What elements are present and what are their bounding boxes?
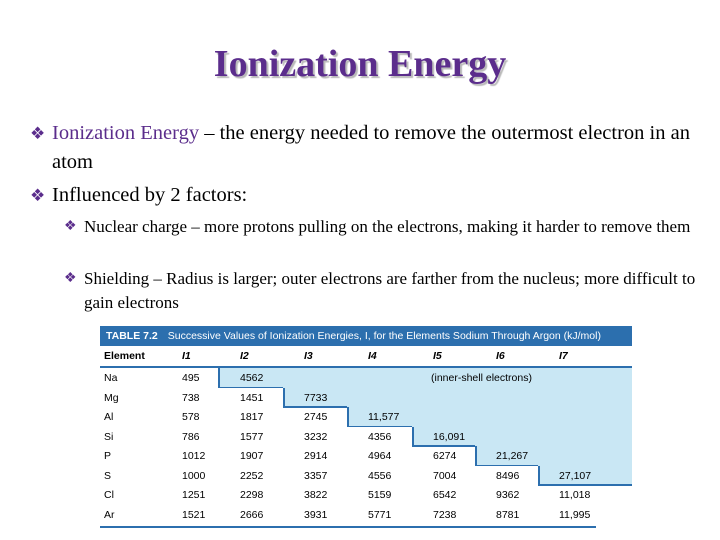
table-cell: 2914	[304, 450, 328, 462]
table-cell: 786	[182, 430, 200, 443]
element-symbol: P	[104, 450, 112, 462]
table-cell: 16,091	[433, 430, 466, 443]
table-cell: 738	[182, 391, 200, 404]
stair-line	[347, 407, 349, 427]
shade-region	[538, 465, 632, 485]
table-cell: 1012	[182, 450, 206, 462]
table-cell: 4964	[368, 450, 392, 462]
table-cell: 8781	[496, 508, 520, 521]
column-header-i5: I5	[433, 350, 442, 362]
stair-line	[538, 484, 632, 486]
stair-line	[475, 464, 538, 466]
table-cell: 3931	[304, 508, 328, 521]
table-cell: 1451	[240, 391, 264, 404]
bullet-definition: ❖ Ionization Energy – the energy needed …	[30, 119, 690, 177]
table-cell: 1907	[240, 450, 264, 462]
table-cell: 4562	[240, 372, 264, 384]
subbullet-nuclear-charge: ❖ Nuclear charge – more protons pulling …	[64, 215, 704, 239]
slide-title: Ionization Energy	[213, 43, 507, 85]
column-header-i3: I3	[304, 350, 313, 362]
bullet-factors: ❖ Influenced by 2 factors:	[30, 181, 690, 210]
shade-region	[475, 446, 632, 466]
subbullet-text: Shielding – Radius is larger; outer elec…	[84, 269, 696, 312]
table-cell: 7733	[304, 391, 328, 404]
stair-line	[412, 445, 475, 447]
bottom-rule	[100, 526, 596, 528]
stair-line	[283, 406, 347, 408]
shade-region	[218, 368, 632, 388]
table-caption-text: Successive Values of Ionization Energies…	[167, 330, 601, 342]
column-header-i4: I4	[368, 350, 377, 362]
bullet-text: Influenced by 2 factors:	[52, 184, 248, 206]
bullet-highlight: Ionization Energy	[52, 122, 200, 144]
table-cell: 1577	[240, 430, 264, 443]
element-symbol: Na	[104, 372, 118, 384]
element-symbol: Al	[104, 411, 114, 423]
table-cell: 2745	[304, 411, 328, 423]
stair-line	[218, 368, 220, 388]
table-cell: 4556	[368, 469, 392, 482]
diamond-bullet-icon: ❖	[64, 219, 77, 234]
element-symbol: Ar	[104, 508, 115, 521]
table-cell: 5771	[368, 508, 392, 521]
table-cell: 1251	[182, 489, 206, 501]
diamond-bullet-icon: ❖	[64, 271, 77, 286]
ionization-energy-table: TABLE 7.2 Successive Values of Ionization…	[100, 326, 632, 528]
table-number: TABLE 7.2	[106, 330, 158, 342]
column-header-i1: I1	[182, 350, 191, 362]
stair-line	[538, 465, 540, 485]
table-cell: 7004	[433, 469, 457, 482]
table-cell: 495	[182, 372, 200, 384]
shade-region	[347, 407, 632, 427]
table-cell: 578	[182, 411, 200, 423]
table-cell: 9362	[496, 489, 520, 501]
diamond-bullet-icon: ❖	[30, 186, 46, 205]
stair-line	[218, 386, 283, 388]
table-cell: 1817	[240, 411, 264, 423]
element-symbol: Mg	[104, 391, 119, 404]
bullet-rest: – the energy needed to remove the outerm…	[52, 122, 690, 173]
stair-line	[412, 426, 414, 446]
table-cell: 3232	[304, 430, 328, 443]
element-symbol: Cl	[104, 489, 114, 501]
element-symbol: Si	[104, 430, 114, 443]
table-cell: 11,577	[368, 411, 400, 423]
table-cell: 2298	[240, 489, 264, 501]
stair-line	[475, 446, 477, 466]
table-cell: 8496	[496, 469, 520, 482]
shaded-region-label: (inner-shell electrons)	[431, 372, 532, 384]
table-cell: 6542	[433, 489, 457, 501]
stair-line	[347, 425, 412, 427]
table-cell: 4356	[368, 430, 392, 443]
table-cell: 6274	[433, 450, 457, 462]
table-cell: 27,107	[559, 469, 592, 482]
subbullet-shielding: ❖ Shielding – Radius is larger; outer el…	[64, 267, 704, 315]
shade-region	[283, 387, 632, 407]
table-cell: 2252	[240, 469, 264, 482]
column-header-i6: I6	[496, 350, 505, 362]
table-cell: 7238	[433, 508, 457, 521]
table-cell: 21,267	[496, 450, 529, 462]
shade-region	[412, 426, 632, 446]
subbullet-text: Nuclear charge – more protons pulling on…	[84, 217, 691, 236]
table-cell: 1521	[182, 508, 206, 521]
column-header-i2: I2	[240, 350, 249, 362]
header-rule	[100, 366, 632, 368]
table-cell: 3357	[304, 469, 328, 482]
table-cell: 11,995	[559, 508, 591, 521]
diamond-bullet-icon: ❖	[30, 124, 46, 143]
stair-line	[283, 387, 285, 407]
bullet-text: Ionization Energy – the energy needed to…	[30, 119, 690, 177]
table-grid: Element I1 I2 I3 I4 I5 I6 I7 (inner-shell electr…	[100, 346, 632, 528]
table-cell: 5159	[368, 489, 392, 501]
table-cell: 11,018	[559, 489, 591, 501]
column-header-i7: I7	[559, 350, 568, 362]
table-caption: TABLE 7.2 Successive Values of Ionization…	[100, 326, 632, 346]
table-cell: 1000	[182, 469, 206, 482]
table-cell: 2666	[240, 508, 264, 521]
column-header-element: Element	[104, 350, 145, 362]
element-symbol: S	[104, 469, 112, 482]
table-cell: 3822	[304, 489, 328, 501]
